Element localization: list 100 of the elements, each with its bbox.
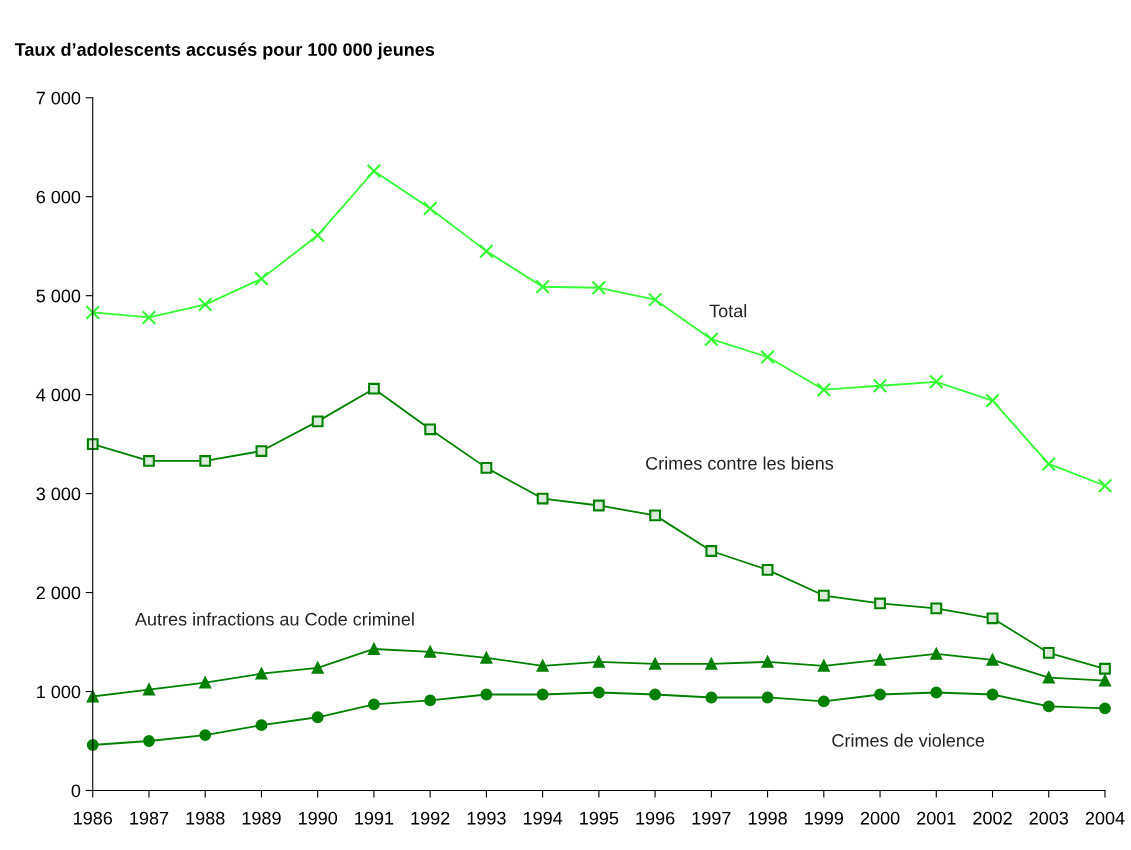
point [368, 698, 380, 711]
point [480, 688, 493, 701]
point [85, 305, 101, 320]
point [368, 382, 380, 395]
point [424, 423, 437, 436]
x-tick-label: 2001 [917, 811, 956, 825]
point [761, 655, 774, 668]
point [649, 657, 661, 670]
point [480, 651, 493, 664]
x-tick-label: 1998 [748, 811, 787, 825]
point [1042, 647, 1055, 659]
point [86, 438, 99, 451]
point [311, 711, 324, 724]
y-tick-label: 3 000 [36, 487, 81, 501]
series-label: Autres infractions au Code criminel [134, 612, 414, 626]
point [310, 228, 325, 243]
x-tick-label: 2004 [1085, 811, 1125, 825]
x-tick-label: 2003 [1029, 811, 1069, 825]
y-tick-label: 5 000 [36, 289, 81, 303]
point [705, 545, 718, 557]
point [592, 499, 605, 512]
x-tick-label: 2000 [860, 811, 900, 825]
point [872, 378, 888, 394]
point [1099, 662, 1111, 675]
point [311, 661, 324, 674]
point [422, 201, 438, 216]
x-tick-label: 1991 [355, 811, 394, 825]
point [197, 297, 213, 312]
point [649, 509, 661, 522]
x-tick-label: 1988 [186, 811, 225, 825]
point [1042, 671, 1055, 684]
text: Crimes contre les biens [646, 456, 834, 470]
point [255, 445, 268, 457]
point [874, 688, 886, 701]
point [199, 676, 212, 689]
point [1042, 700, 1055, 713]
point [143, 735, 155, 747]
point [311, 415, 324, 428]
y-tick-label: 0 [71, 784, 81, 798]
point [143, 455, 155, 467]
point [704, 331, 719, 347]
point [986, 612, 999, 625]
point [1097, 478, 1113, 493]
point [591, 280, 607, 296]
y-tick-label: 7 000 [36, 91, 81, 105]
point [1041, 456, 1057, 472]
point [1099, 674, 1111, 687]
y-axis-title: Taux d’adolescents accusés pour 100 000 jeunes [14, 42, 435, 60]
point [592, 655, 605, 668]
point [592, 686, 605, 699]
series-label: Total [709, 304, 747, 318]
x-tick-label: 1996 [636, 811, 675, 825]
point [874, 653, 886, 666]
point [86, 739, 99, 751]
series-label: Crimes de violence [832, 733, 985, 747]
x-tick-label: 1990 [298, 811, 338, 825]
point [817, 659, 830, 672]
point [255, 719, 268, 732]
x-tick-label: 1995 [580, 811, 619, 825]
point [817, 589, 830, 602]
y-tick-label: 1 000 [37, 685, 81, 699]
x-tick-label: 1986 [74, 811, 113, 825]
point [199, 455, 212, 467]
point [705, 657, 718, 670]
point [536, 492, 549, 505]
x-tick-label: 1993 [467, 811, 506, 825]
point [255, 667, 268, 680]
point [143, 683, 155, 696]
x-tick-label: 1994 [523, 811, 563, 825]
x-tick-label: 1987 [130, 811, 169, 825]
point [480, 461, 493, 474]
point [424, 694, 437, 707]
point [930, 686, 943, 699]
point [986, 653, 999, 666]
point [647, 292, 663, 307]
point [761, 691, 774, 704]
point [536, 659, 549, 672]
point [985, 393, 1000, 408]
point [760, 349, 775, 365]
point [141, 310, 157, 325]
x-tick-label: 1992 [411, 811, 450, 825]
point [817, 695, 830, 708]
y-tick-label: 4 000 [36, 388, 81, 402]
point [705, 691, 718, 704]
point [649, 688, 661, 701]
x-tick-label: 1999 [805, 811, 844, 825]
point [1099, 702, 1111, 715]
point [479, 243, 494, 259]
point [535, 279, 550, 295]
point [199, 729, 212, 741]
point [761, 563, 774, 576]
x-tick-label: 1997 [692, 811, 731, 825]
point [366, 163, 382, 179]
point [986, 688, 999, 701]
point [928, 374, 944, 390]
point [930, 602, 943, 615]
point [536, 688, 549, 701]
x-tick-label: 1989 [242, 811, 281, 825]
y-tick-label: 2 000 [36, 586, 81, 600]
point [816, 382, 832, 397]
